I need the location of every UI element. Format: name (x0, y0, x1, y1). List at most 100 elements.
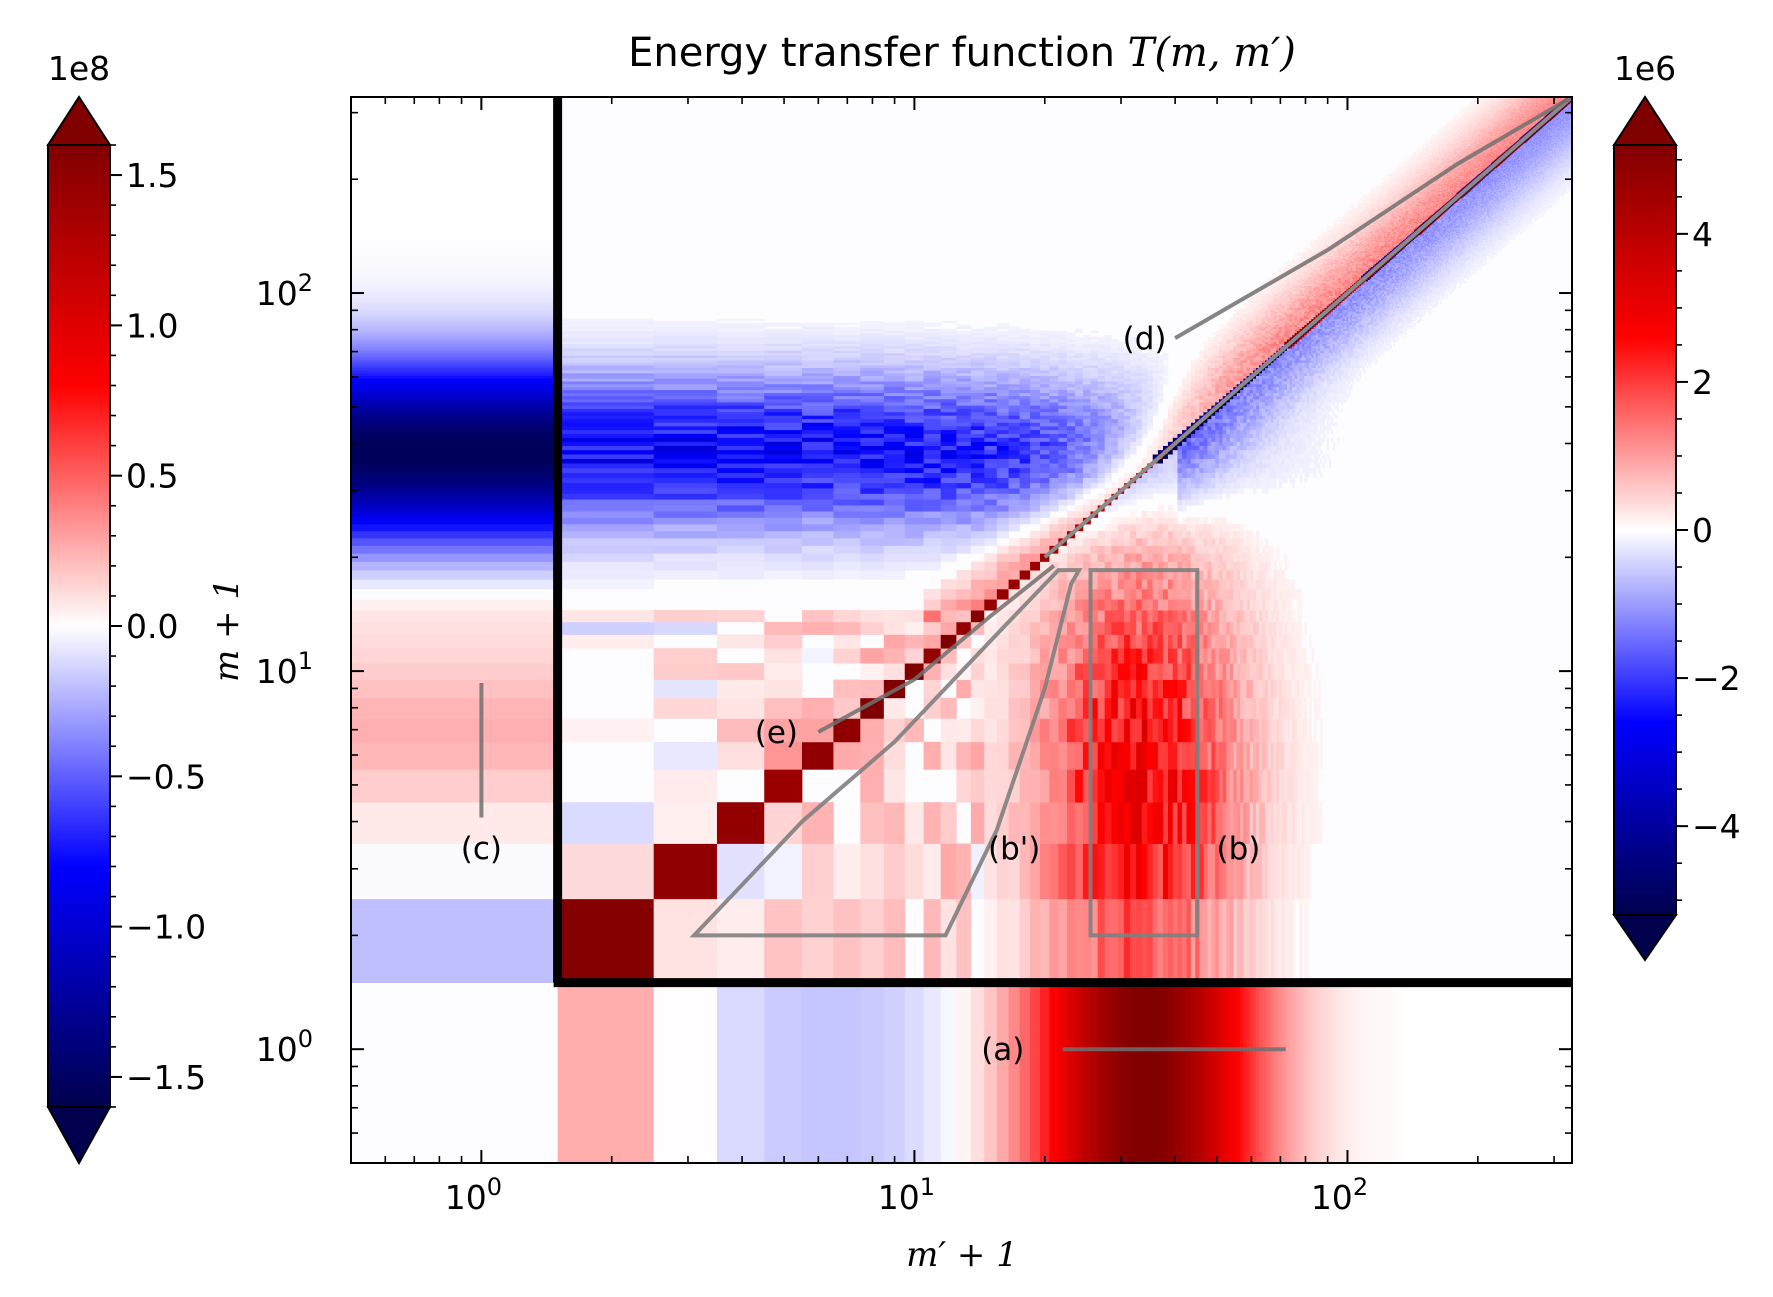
heatmap-cell (997, 384, 1009, 387)
heatmap-cell (1020, 570, 1031, 580)
heatmap-cell (1009, 622, 1020, 635)
heatmap-cell (1067, 399, 1076, 403)
heatmap-cell (997, 387, 1009, 390)
heatmap-cell (1058, 450, 1067, 455)
heatmap-cell (1067, 387, 1076, 390)
heatmap-cell (905, 610, 924, 622)
heatmap-cell (1049, 390, 1058, 393)
heatmap-cell (654, 446, 718, 451)
heatmap-cell (1075, 505, 1083, 511)
heatmap-cell (1049, 589, 1058, 600)
heatmap-cell (884, 488, 905, 494)
heatmap-cell (1009, 488, 1020, 494)
heatmap-cell (1067, 370, 1076, 373)
heatmap-cell (1083, 365, 1091, 368)
heatmap-cell (1040, 718, 1050, 742)
heatmap-cell (924, 493, 942, 499)
heatmap-cell-col0 (351, 843, 558, 899)
heatmap-cell (956, 463, 971, 468)
heatmap-cell (956, 415, 971, 419)
heatmap-cell (884, 663, 905, 680)
heatmap-cell (1083, 553, 1091, 562)
heatmap-cell-row0 (1295, 983, 1298, 1163)
heatmap-cell (1040, 346, 1050, 349)
heatmap-cell (1009, 499, 1020, 505)
heatmap-cell (654, 419, 718, 423)
heatmap-cell (956, 769, 971, 802)
heatmap-cell-col0 (351, 365, 558, 368)
heatmap-cell (833, 399, 860, 403)
heatmap-cell (1040, 441, 1050, 446)
heatmap-cell (1067, 648, 1076, 663)
heatmap-cell (1009, 396, 1020, 399)
heatmap-cell (833, 517, 860, 524)
heatmap-cell (1020, 899, 1031, 983)
heatmap-cell (924, 446, 942, 451)
heatmap-cell (860, 553, 884, 562)
heatmap-cell (860, 538, 884, 546)
heatmap-cell (956, 473, 971, 478)
heatmap-cell (1030, 376, 1040, 379)
heatmap-cell (1030, 422, 1040, 426)
heatmap-cell (1040, 478, 1050, 484)
heatmap-cell (1067, 463, 1076, 468)
heatmap-cell (1075, 329, 1083, 331)
heatmap-cell (1030, 459, 1040, 464)
heatmap-cell (1058, 478, 1067, 484)
heatmap-cell (905, 370, 924, 373)
heatmap-cell (833, 680, 860, 699)
heatmap-cell (1075, 370, 1083, 373)
heatmap-cell (764, 393, 802, 396)
heatmap-cell-row0 (1215, 983, 1219, 1163)
heatmap-cell (764, 473, 802, 478)
heatmap-cell (1075, 473, 1083, 478)
heatmap-cell (905, 446, 924, 451)
heatmap-cell (956, 446, 971, 451)
heatmap-cell (1030, 437, 1040, 441)
heatmap-cell-row0 (1111, 983, 1118, 1163)
heatmap-cell (860, 422, 884, 426)
heatmap-cell-row0 (1302, 983, 1305, 1163)
heatmap-cell (860, 610, 884, 622)
heatmap-cell (1009, 579, 1020, 589)
heatmap-cell (984, 483, 997, 489)
heatmap-cell (1075, 441, 1083, 446)
heatmap-cell (764, 412, 802, 416)
heatmap-cell (905, 321, 924, 323)
heatmap-cell (971, 468, 985, 473)
heatmap-cell (884, 718, 905, 742)
heatmap-cell (1049, 363, 1058, 366)
heatmap-cell (802, 493, 834, 499)
heatmap-cell (1083, 346, 1091, 349)
heatmap-cell (833, 408, 860, 412)
heatmap-cell (1058, 426, 1067, 430)
heatmap-cell (764, 363, 802, 366)
heatmap-cell (1049, 437, 1058, 441)
heatmap-cell (905, 553, 924, 562)
heatmap-cell (884, 412, 905, 416)
heatmap-cell (654, 408, 718, 412)
heatmap-cell-col0 (351, 468, 558, 473)
heatmap-cell (984, 478, 997, 484)
heatmap-cell (941, 384, 957, 387)
heatmap-cell (860, 412, 884, 416)
heatmap-cell (971, 384, 985, 387)
heatmap-cell (884, 553, 905, 562)
heatmap-cell (1075, 493, 1083, 499)
heatmap-cell (1083, 355, 1091, 358)
heatmap-cell (1058, 648, 1067, 663)
heatmap-cell (884, 505, 905, 511)
heatmap-cell (717, 680, 765, 699)
heatmap-cell (1030, 663, 1040, 680)
heatmap-cell (905, 390, 924, 393)
heatmap-cell-row0 (1265, 983, 1268, 1163)
heatmap-cell (802, 511, 834, 518)
heatmap-cell-col0 (351, 387, 558, 390)
heatmap-cell (1049, 434, 1058, 438)
heatmap-cell (941, 441, 957, 446)
heatmap-cell (984, 402, 997, 406)
heatmap-cell (1067, 402, 1076, 406)
heatmap-cell (884, 381, 905, 384)
heatmap-cell (1067, 350, 1076, 353)
heatmap-cell (1020, 463, 1031, 468)
